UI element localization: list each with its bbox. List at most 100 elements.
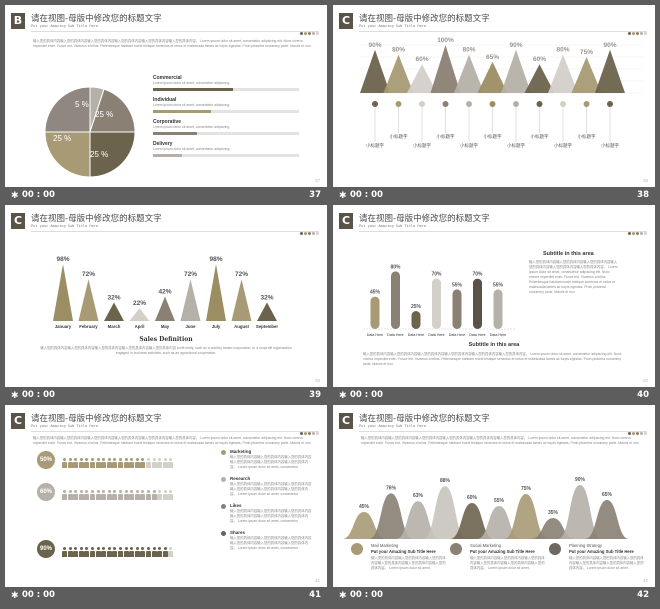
peak-bar (206, 264, 226, 321)
progress-text: Lorem ipsum dolor sit amet, consectetur … (153, 125, 230, 129)
pie-label-4: 25 % (53, 134, 71, 143)
stem-dot (560, 101, 566, 107)
stem-dot (536, 101, 543, 107)
value-label: 22% (133, 300, 146, 307)
pill-bar (432, 278, 441, 329)
slide-caption: ✱ 00 : 00 41 (5, 589, 327, 604)
slide-subtitle: Put your Amazing Sub Title Here (31, 424, 99, 428)
value-label: 90% (575, 477, 586, 483)
legend-text: 输入您的具体内容输入您的具体内容输入您的具体内容输入您的具体内容输入您的具体内容… (230, 536, 312, 550)
slide-page-number: 41 (314, 578, 320, 583)
category-label: 小标题字 (601, 142, 619, 149)
subtitle-right-text: 输入您的具体内容输入您的具体内容输入您的具体内容输入您的具体内容输入您的具体内容… (529, 260, 618, 294)
triangle-bar (571, 57, 602, 93)
value-label: 80% (462, 47, 475, 54)
pie-label-2: 25 % (95, 110, 113, 119)
peak-chart: 98% January 72% February 32% March 22% April 42%… (53, 256, 279, 329)
slide-canvas: C 请在视图-母版中修改您的标题文字 Put your Amazing Sub … (333, 5, 655, 187)
value-label: 65% (602, 492, 613, 498)
transition-star-icon[interactable]: ✱ (339, 190, 347, 200)
value-label: 80% (556, 47, 569, 54)
progress-bar (153, 88, 299, 91)
transition-star-icon[interactable]: ✱ (11, 390, 19, 400)
pill-bar-chart: 45% Data Here 80% Data Here 25% Data Here 70% D… (363, 264, 515, 337)
pie-slice-3 (89, 131, 136, 178)
month-label: September (256, 324, 279, 329)
category-label: 小标题字 (460, 142, 478, 149)
stem-dot (583, 101, 590, 107)
legend-sub: Put your Amazing Sub Title Here (569, 549, 634, 554)
pill-bar (452, 289, 462, 329)
progress-label: Commercial (153, 75, 182, 81)
transition-star-icon[interactable]: ✱ (11, 590, 19, 600)
pill-bar (391, 271, 400, 329)
progress-fill (153, 88, 234, 91)
legend-list: Marketing 输入您的具体内容输入您的具体内容输入您的具体内容输入您的具体… (221, 449, 317, 557)
bell-curve-chart: 45% 76% 63% 88% 60% 55% 75% 35% 90% 65% (344, 477, 629, 539)
stem-dot (442, 101, 449, 107)
transition-star-icon[interactable]: ✱ (339, 590, 347, 600)
bell-curve (369, 493, 413, 539)
slide-title: 请在视图-母版中修改您的标题文字 (31, 214, 162, 224)
subtitle-right: Subtitle in this area (543, 251, 594, 257)
slide-page-number: 38 (642, 178, 648, 183)
category-label: Data Here (387, 333, 403, 337)
legend-title: Research (230, 476, 251, 481)
legend-text: 输入您的具体内容输入您的具体内容输入您的具体内容输入您的具体内容输入您的具体内容… (230, 455, 312, 469)
stem-dot (372, 101, 378, 107)
slide-timing: 00 : 00 (22, 190, 55, 200)
pill-bar (473, 278, 482, 329)
month-label: July (212, 324, 221, 329)
value-label: 70% (431, 272, 442, 278)
slide-section-letter: C (11, 413, 25, 429)
bell-curve (344, 512, 386, 539)
legend-row: Mail Marketing Put your Amazing Sub Titl… (351, 543, 647, 579)
category-label: 小标题字 (484, 133, 502, 140)
legend-circle (351, 543, 363, 555)
slide-subtitle: Put your Amazing Sub Title Here (359, 224, 427, 228)
progress-text: Lorem ipsum dolor sit amet, consectetur … (153, 81, 230, 85)
slide-canvas: C 请在视图-母版中修改您的标题文字 Put your Amazing Sub … (5, 405, 327, 587)
header-dots (627, 22, 647, 40)
stem-dot (607, 101, 613, 107)
slide-page-number: 39 (314, 378, 320, 383)
slide-subtitle: Put your Amazing Sub Title Here (359, 24, 427, 28)
category-label: 小标题字 (578, 133, 596, 140)
legend-text: 输入您的具体内容输入您的具体内容输入您的具体内容输入您的具体内容输入您的具体内容… (470, 556, 545, 570)
legend-text: 输入您的具体内容输入您的具体内容输入您的具体内容输入您的具体内容输入您的具体内容… (569, 556, 644, 570)
slide-body-text: 输入您的具体内容输入您的具体内容输入您的具体内容输入您的具体内容输入您的具体内容… (361, 436, 640, 445)
slide-subtitle: Put your Amazing Sub Title Here (359, 424, 427, 428)
slide-title: 请在视图-母版中修改您的标题文字 (31, 414, 162, 424)
value-label: 60% (533, 56, 546, 63)
stem-dot (489, 101, 496, 107)
value-label: 63% (413, 493, 424, 499)
value-label: 90% (603, 42, 616, 49)
sales-heading: Sales Definition (139, 336, 193, 343)
transition-star-icon[interactable]: ✱ (339, 390, 347, 400)
slide-caption: ✱ 00 : 00 40 (333, 389, 655, 404)
slide-subtitle: Put your Amazing Sub Title Here (31, 24, 99, 28)
stem-dot (513, 101, 519, 107)
people-icons (62, 544, 174, 562)
value-label: 45% (359, 504, 370, 510)
legend-title: Marketing (230, 449, 252, 454)
transition-star-icon[interactable]: ✱ (11, 190, 19, 200)
pie-label-1: 5 % (75, 100, 89, 109)
slide-title: 请在视图-母版中修改您的标题文字 (359, 14, 490, 24)
progress-row: Commercial Lorem ipsum dolor sit amet, c… (153, 75, 313, 97)
peak-bar (180, 279, 201, 321)
legend-sub: Put your Amazing Sub Title Here (470, 549, 535, 554)
stem-dot (395, 101, 402, 107)
slide-section-letter: C (339, 13, 353, 29)
slide-caption: ✱ 00 : 00 38 (333, 189, 655, 204)
pie-slice-2 (89, 88, 136, 133)
triangle-bar (524, 64, 555, 93)
triangle-bar (595, 49, 625, 93)
triangle-chart: 90%80%60%100%80%65%90%60%80% 75%90%小标题字小标… (359, 37, 643, 149)
value-label: 88% (440, 478, 451, 484)
header-divider (359, 31, 647, 32)
slide-title: 请在视图-母版中修改您的标题文字 (359, 414, 490, 424)
value-label: 98% (209, 256, 222, 263)
progress-row: Individual Lorem ipsum dolor sit amet, c… (153, 97, 313, 119)
slide-timing: 00 : 00 (22, 390, 55, 400)
